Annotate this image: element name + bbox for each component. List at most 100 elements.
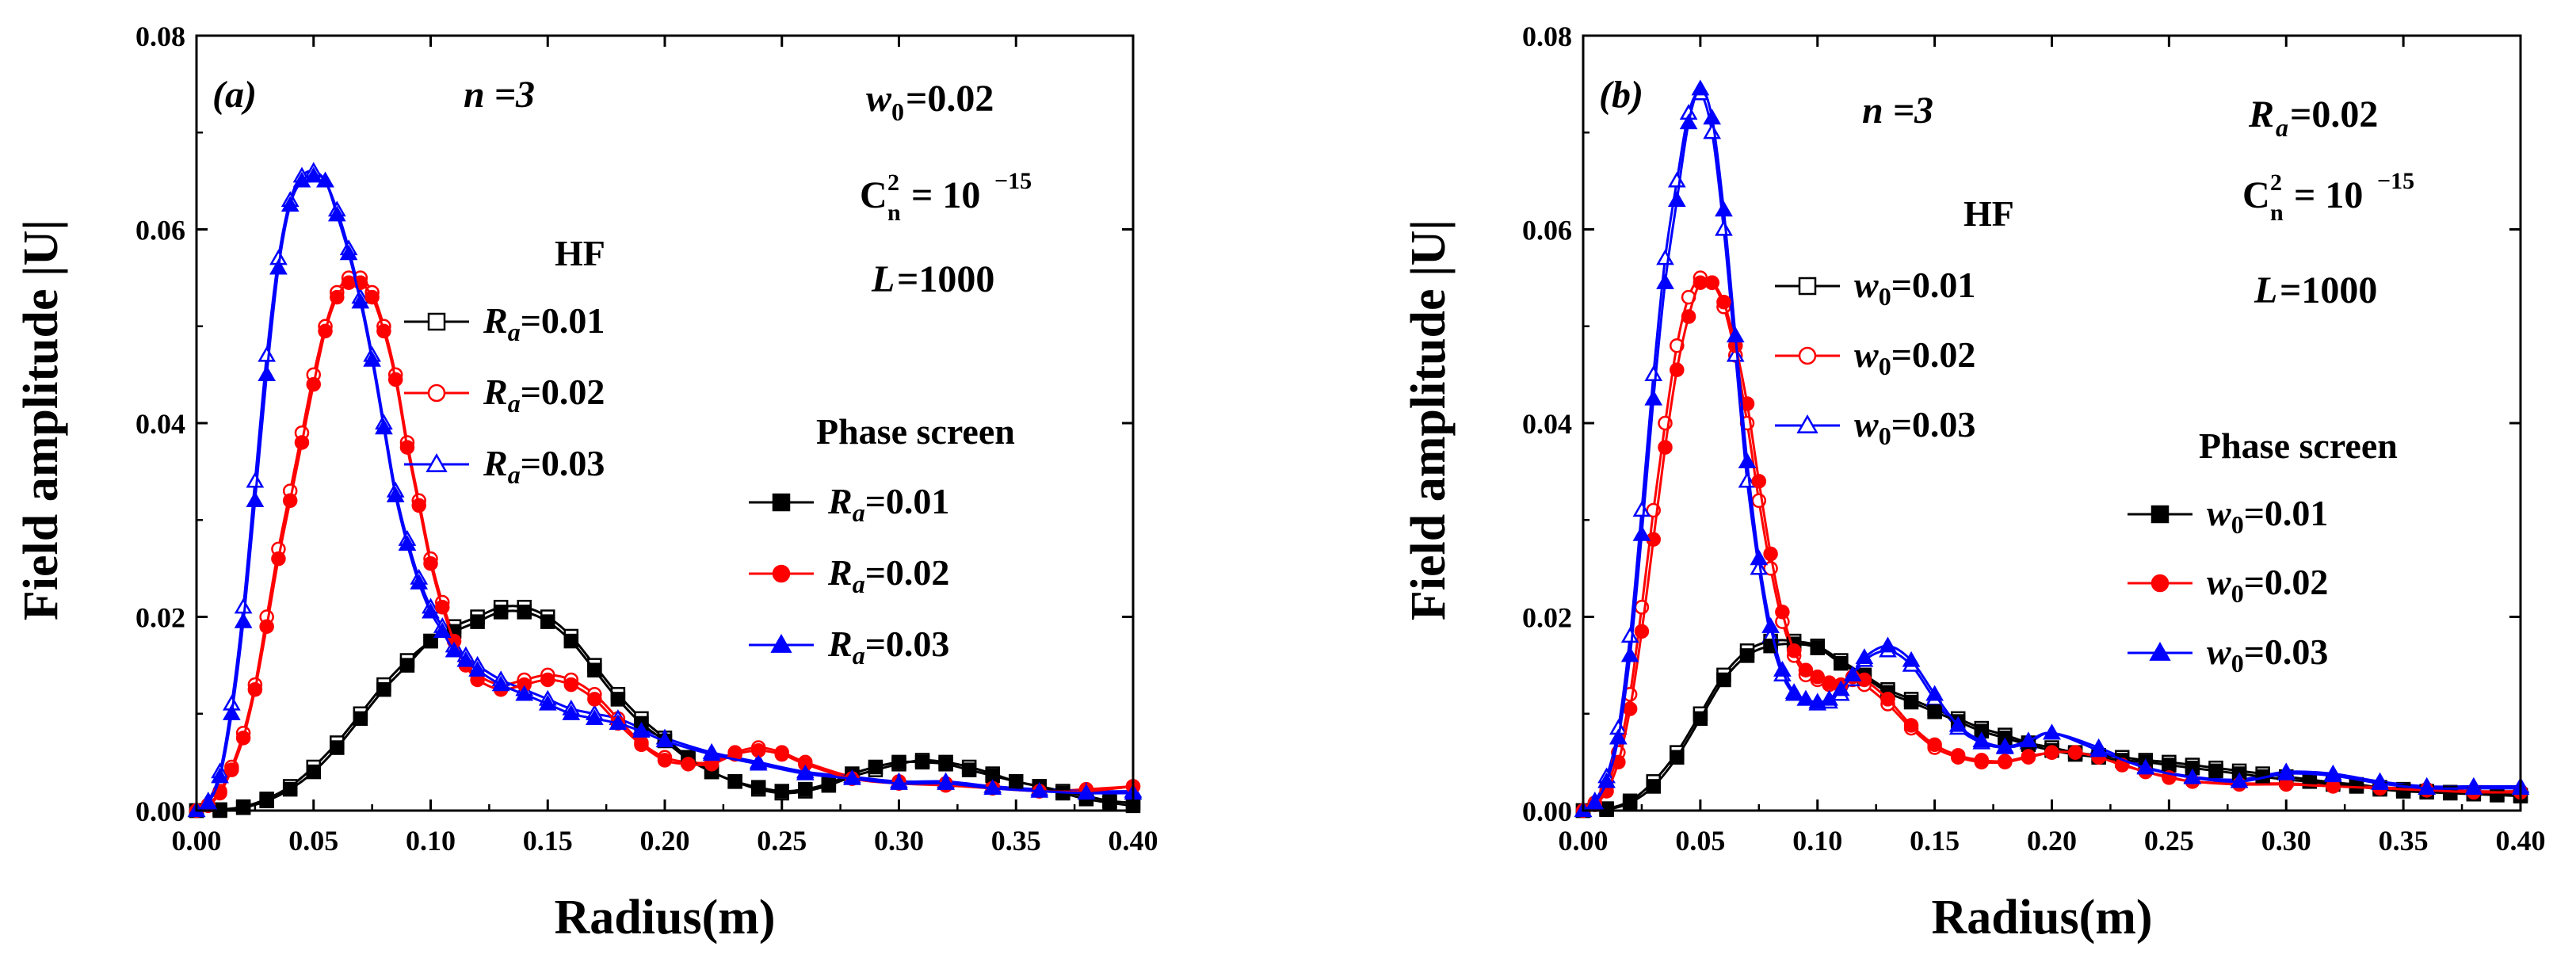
data-point xyxy=(868,759,883,775)
x-tick-label: 0.25 xyxy=(757,825,807,857)
data-point xyxy=(199,793,218,810)
legend-a: Ra=0.01 Ra=0.02 Ra=0.03 Ra=0.01 Ra=0.02 Ra=0.… xyxy=(404,300,949,670)
data-point xyxy=(330,740,345,755)
cn2-subscript-a: n xyxy=(887,200,901,226)
data-point xyxy=(399,440,415,455)
data-point xyxy=(2490,788,2505,803)
data-point xyxy=(2089,741,2109,757)
x-tick-label: 0.35 xyxy=(2379,825,2429,857)
data-point xyxy=(1681,309,1696,324)
x-tick-label: 0.30 xyxy=(874,825,924,857)
data-point xyxy=(1831,680,1850,696)
x-tick-label: 0.10 xyxy=(1792,825,1842,857)
panel-a: Field amplitude |U| Radius(m) 0.000.020.… xyxy=(14,21,1158,944)
data-point xyxy=(1972,731,1991,748)
x-axis-title-b: Radius(m) xyxy=(1931,891,2152,944)
data-point xyxy=(2208,763,2223,779)
data-point xyxy=(1703,123,1722,139)
y-tick-labels-b: 0.00 0.02 0.04 0.06 0.08 xyxy=(1522,21,1572,827)
data-point xyxy=(422,602,440,619)
x-tick-label: 0.20 xyxy=(640,825,690,857)
data-point xyxy=(1632,525,1651,541)
data-point xyxy=(562,704,581,720)
data-point xyxy=(1726,326,1745,343)
data-point xyxy=(1716,294,1731,310)
data-point xyxy=(1995,737,2014,754)
panel-b: Field amplitude |U| Radius(m) 0.000.020.… xyxy=(1402,21,2546,944)
cn2-superscript-b: 2 xyxy=(2270,170,2282,196)
data-point xyxy=(410,573,429,590)
L-text-a: L xyxy=(871,258,895,300)
data-point xyxy=(1715,200,1733,217)
data-point xyxy=(376,681,391,697)
ra-text-b: R xyxy=(2248,93,2274,135)
data-point xyxy=(235,731,251,746)
data-point xyxy=(306,764,321,780)
data-point xyxy=(1775,605,1790,620)
y-tick-label: 0.00 xyxy=(135,796,185,827)
series-a-3 xyxy=(189,605,1141,819)
L-value-b: =1000 xyxy=(2280,269,2377,311)
data-point xyxy=(423,556,438,571)
data-point xyxy=(563,633,579,649)
data-point xyxy=(258,345,277,362)
data-point xyxy=(435,600,450,615)
cn2-text-a: C xyxy=(860,174,887,216)
data-point xyxy=(1715,219,1733,236)
data-point xyxy=(1644,389,1663,406)
legend-marker xyxy=(2150,574,2170,593)
data-point xyxy=(821,776,837,792)
data-point xyxy=(1998,754,2013,769)
legend-marker xyxy=(426,452,448,472)
data-point xyxy=(1796,689,1815,706)
data-point xyxy=(222,704,241,720)
legend-entry-a-3: Ra=0.01 xyxy=(749,481,949,527)
x-tick-label: 0.05 xyxy=(1675,825,1725,857)
legend-entry-b-1: w0=0.02 xyxy=(1775,334,1975,380)
y-tick-label: 0.00 xyxy=(1522,796,1572,827)
data-point xyxy=(1670,362,1685,378)
series-layer-b xyxy=(1574,79,2530,819)
legend-label: w0=0.03 xyxy=(1854,404,1975,450)
data-point xyxy=(491,675,510,692)
cn2-label-a: C 2 n = 10 −15 xyxy=(860,168,1032,226)
w0-text-a: w xyxy=(866,78,892,120)
data-point xyxy=(2183,768,2202,784)
data-point xyxy=(1843,666,1862,681)
x-tick-label: 0.35 xyxy=(991,825,1041,857)
L-label-b: L =1000 xyxy=(2254,269,2377,311)
data-point xyxy=(1670,750,1685,765)
x-tick-label: 0.15 xyxy=(1910,825,1960,857)
data-point xyxy=(1703,109,1722,125)
legend-heading-phase-a: Phase screen xyxy=(816,411,1015,452)
data-point xyxy=(445,641,464,658)
legend-b: w0=0.01 w0=0.02 w0=0.03 w0=0.01 w0=0.02 w0=0.… xyxy=(1775,265,2328,677)
data-point xyxy=(271,551,286,567)
legend-marker xyxy=(772,564,791,583)
cn2-equals-b: = 10 xyxy=(2294,174,2363,216)
y-axis-title-b: Field amplitude |U| xyxy=(1402,219,1456,620)
data-point xyxy=(259,619,274,634)
data-point xyxy=(587,692,602,707)
data-point xyxy=(1622,795,1638,811)
data-point xyxy=(1693,711,1708,727)
data-point xyxy=(1810,670,1825,685)
x-tick-label: 0.20 xyxy=(2027,825,2077,857)
data-point xyxy=(246,491,265,507)
legend-label: Ra=0.03 xyxy=(483,443,605,489)
x-tick-label: 0.15 xyxy=(523,825,573,857)
data-point xyxy=(1820,689,1838,706)
legend-entry-b-3: w0=0.01 xyxy=(2128,493,2328,539)
data-point xyxy=(1656,249,1674,265)
legend-marker xyxy=(770,633,792,653)
data-point xyxy=(353,711,368,727)
data-point xyxy=(235,800,251,815)
data-point xyxy=(1030,781,1049,798)
cn2-label-b: C 2 n = 10 −15 xyxy=(2242,168,2414,226)
data-point xyxy=(246,471,265,488)
data-point xyxy=(774,746,789,762)
y-tick-label: 0.04 xyxy=(135,408,185,440)
legend-heading-hf-b: HF xyxy=(1963,193,2014,234)
data-point xyxy=(774,784,789,799)
